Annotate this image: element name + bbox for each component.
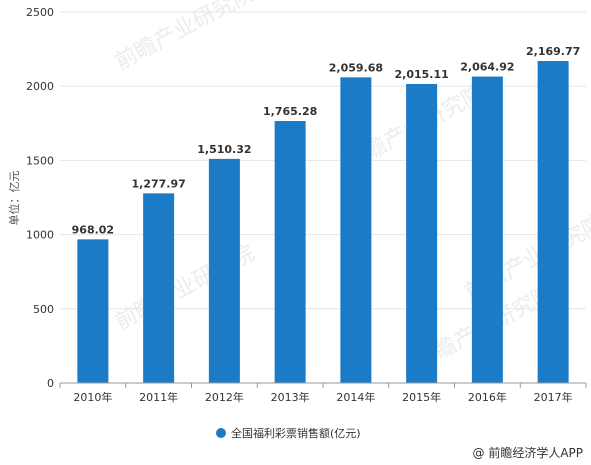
data-label: 2,015.11 bbox=[394, 68, 448, 81]
data-label: 968.02 bbox=[72, 223, 114, 236]
y-tick-label: 2500 bbox=[26, 6, 54, 19]
x-tick-label: 2017年 bbox=[534, 390, 573, 404]
bar bbox=[143, 193, 175, 383]
watermark-text: 前瞻产业研究院 bbox=[111, 0, 259, 75]
x-tick-label: 2015年 bbox=[402, 390, 441, 404]
legend-marker bbox=[216, 428, 226, 438]
y-tick-label: 1000 bbox=[26, 229, 54, 242]
data-label: 2,059.68 bbox=[329, 61, 383, 74]
x-tick-label: 2013年 bbox=[271, 390, 310, 404]
data-label: 1,277.97 bbox=[131, 177, 185, 190]
bar bbox=[208, 158, 240, 383]
data-label: 1,765.28 bbox=[263, 105, 317, 118]
bar bbox=[77, 239, 109, 383]
data-labels: 968.02 1,277.97 1,510.32 1,765.28 2,059.68 2,… bbox=[72, 45, 581, 236]
x-tick-label: 2011年 bbox=[139, 390, 178, 404]
data-label: 2,064.92 bbox=[460, 61, 514, 74]
x-tick-label: 2014年 bbox=[336, 390, 375, 404]
x-tick-label: 2016年 bbox=[468, 390, 507, 404]
bar bbox=[406, 83, 438, 383]
source-credit: @ 前瞻经济学人APP bbox=[473, 445, 584, 460]
y-axis-ticks: 0 500 1000 1500 2000 2500 bbox=[26, 6, 54, 390]
y-axis-title: 单位：亿元 bbox=[7, 171, 21, 226]
x-tick-label: 2010年 bbox=[73, 390, 112, 404]
legend-label: 全国福利彩票销售额(亿元) bbox=[231, 426, 361, 440]
bar bbox=[274, 121, 306, 384]
y-tick-label: 1500 bbox=[26, 154, 54, 167]
data-label: 2,169.77 bbox=[526, 45, 580, 58]
x-axis-ticks: 2010年 2011年 2012年 2013年 2014年 2015年 2016年 2017年 bbox=[59, 383, 587, 404]
x-tick-label: 2012年 bbox=[205, 390, 244, 404]
bars bbox=[77, 61, 569, 384]
y-tick-label: 0 bbox=[47, 377, 54, 390]
y-tick-label: 2000 bbox=[26, 80, 54, 93]
bar bbox=[340, 77, 372, 383]
data-label: 1,510.32 bbox=[197, 143, 251, 156]
bar bbox=[537, 61, 569, 383]
legend: 全国福利彩票销售额(亿元) bbox=[216, 426, 361, 440]
bar bbox=[471, 76, 503, 384]
y-tick-label: 500 bbox=[33, 303, 54, 316]
